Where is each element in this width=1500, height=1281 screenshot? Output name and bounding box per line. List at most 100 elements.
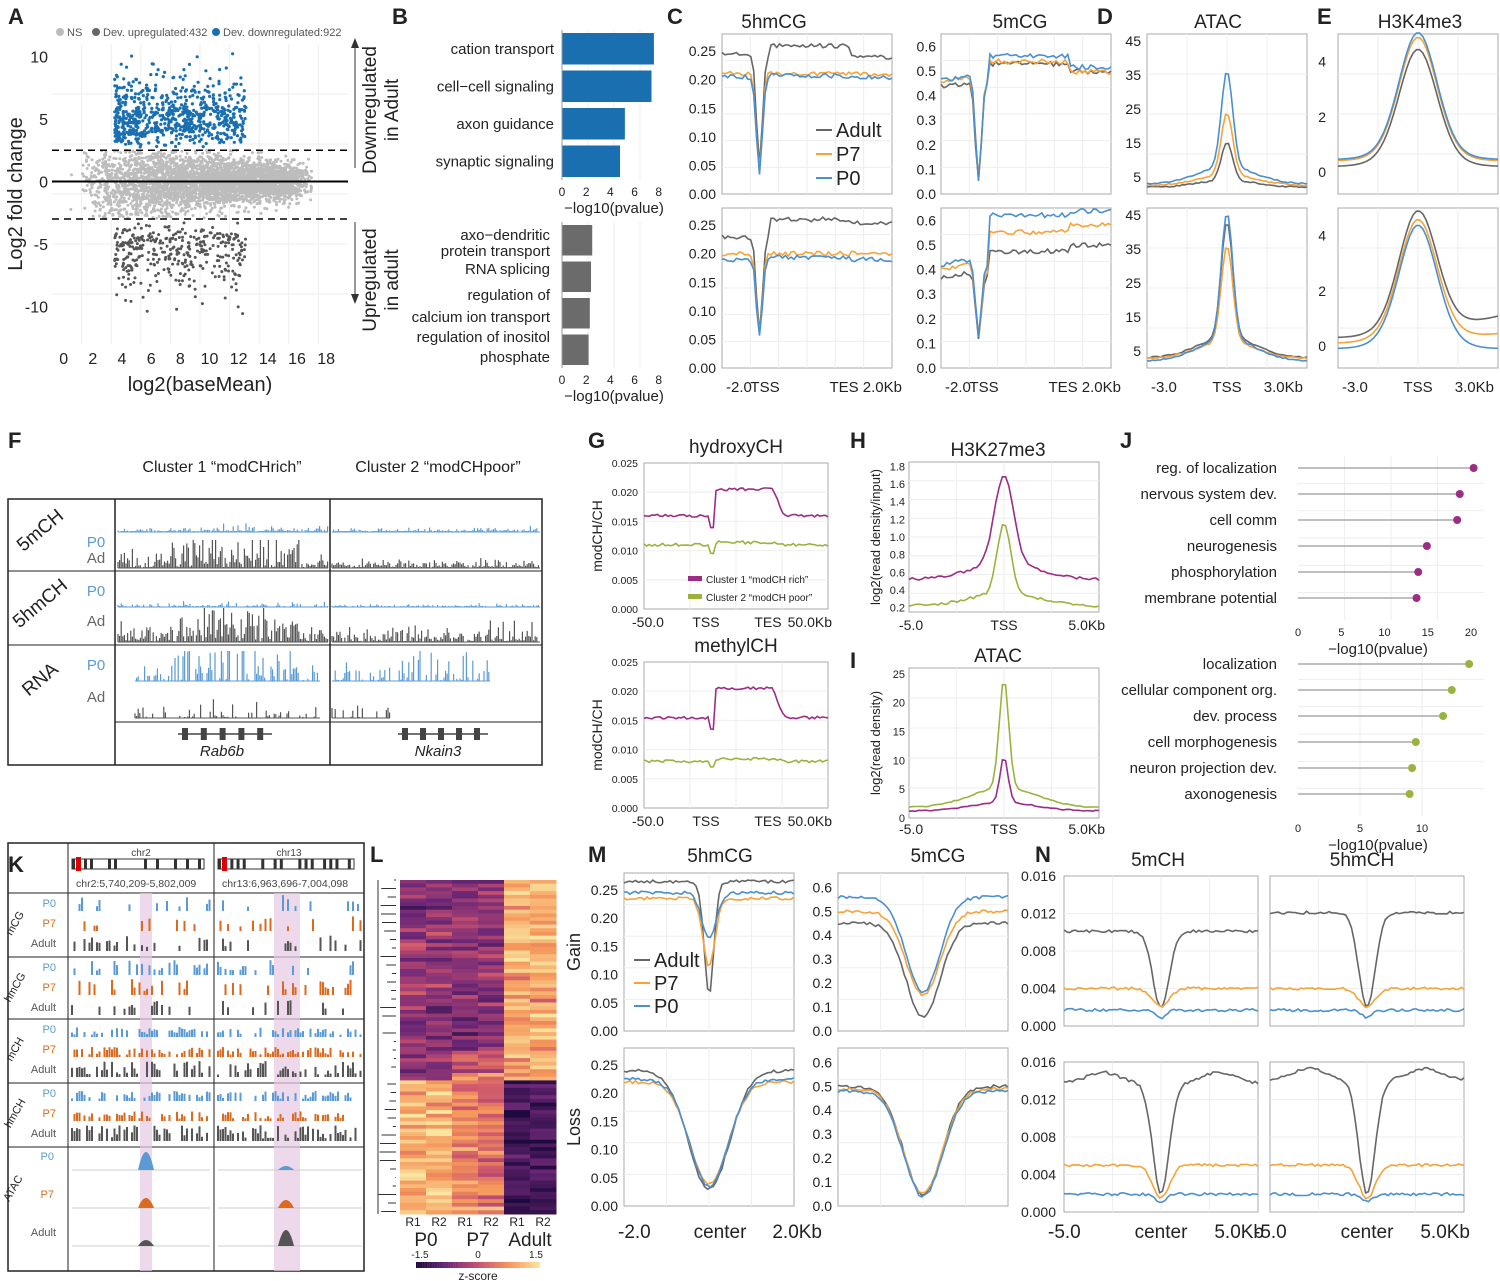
legend-dot [212,28,220,36]
panel-title: ATAC [1194,12,1242,33]
downregulated-point [235,134,240,138]
downregulated-point [181,106,186,110]
upregulated-point [234,282,238,286]
ns-point [170,191,174,194]
downregulated-point [137,96,141,101]
ns-point [186,186,190,190]
downregulated-point [208,77,212,81]
ns-point [145,214,149,218]
downregulated-point [178,106,182,110]
downregulated-point [160,113,165,117]
upregulated-point [124,266,128,270]
ns-point [179,164,183,167]
ns-point [260,150,263,154]
downregulated-point [117,106,121,110]
upregulated-point [115,293,119,297]
ns-point [169,215,173,219]
ns-point [218,165,222,169]
downregulated-point [234,105,238,109]
ns-point [213,164,216,168]
ns-point [117,170,121,174]
ns-point [171,210,175,214]
ns-point [124,173,128,177]
ns-point [122,196,126,200]
ns-point [166,212,170,216]
upregulated-point [129,241,133,245]
downregulated-point [155,72,159,77]
downregulated-point [177,123,181,127]
side-label-top: in Adult [382,78,403,141]
x-tick-label: TSS [750,379,779,396]
upregulated-point [183,231,187,235]
upregulated-point [211,244,215,247]
ns-point [168,186,172,190]
downregulated-point [171,103,175,107]
upregulated-point [244,237,247,241]
downregulated-point [153,127,157,131]
downregulated-point [198,120,202,124]
ns-point [186,209,190,213]
downregulated-point [161,101,165,105]
downregulated-point [240,125,244,129]
upregulated-point [175,248,179,252]
downregulated-point [134,78,138,82]
ns-point [150,186,154,190]
downregulated-point [136,110,140,114]
ns-point [114,198,118,201]
upregulated-point [189,260,193,264]
upregulated-point [199,240,203,244]
downregulated-point [173,123,177,127]
ns-point [260,195,264,199]
x-tick-label: 2 [583,185,590,199]
upregulated-point [153,240,157,244]
ns-point [288,202,292,206]
ns-point [252,185,256,189]
upregulated-point [208,247,212,251]
downregulated-point [181,77,185,81]
ns-point [193,206,197,210]
y-tick-label: 0.25 [689,43,716,59]
downregulated-point [220,106,224,110]
x-tick-label: TES 2.0Kb [1048,379,1121,396]
ns-point [228,149,232,153]
ns-point [101,205,105,209]
upregulated-point [203,243,207,247]
downregulated-point [232,130,236,134]
downregulated-point [145,83,149,87]
ns-point [85,158,88,162]
y-tick-label: 0.3 [917,286,937,302]
y-tick-label: 0.2 [917,137,937,153]
ns-point [263,170,267,174]
downregulated-point [125,88,129,92]
ns-point [90,171,94,175]
y-tick-label: 0.4 [917,88,937,104]
ns-point [135,199,139,203]
upregulated-point [139,236,143,240]
y-tick-label: 0 [1318,338,1326,354]
upregulated-point [113,264,117,268]
ns-point [309,198,313,202]
ns-point [184,156,188,159]
ns-point [206,172,209,176]
upregulated-point [200,302,204,306]
downregulated-point [116,86,120,90]
downregulated-point [119,62,123,66]
upregulated-point [122,258,126,261]
downregulated-point [156,140,160,144]
downregulated-point [126,139,131,143]
y-tick-label: 10 [30,50,48,67]
upregulated-point [124,298,128,302]
downregulated-point [184,98,189,102]
panel-title: H3K4me3 [1378,12,1463,33]
ns-point [153,187,157,191]
upregulated-point [146,289,150,292]
downregulated-point [147,121,151,125]
upregulated-point [156,272,160,275]
upregulated-point [193,295,197,299]
ns-point [248,192,252,196]
downregulated-point [113,134,117,138]
upregulated-point [114,253,118,256]
ns-point [247,164,251,168]
ns-point [96,195,100,199]
y-tick-label: 0.6 [917,38,937,54]
